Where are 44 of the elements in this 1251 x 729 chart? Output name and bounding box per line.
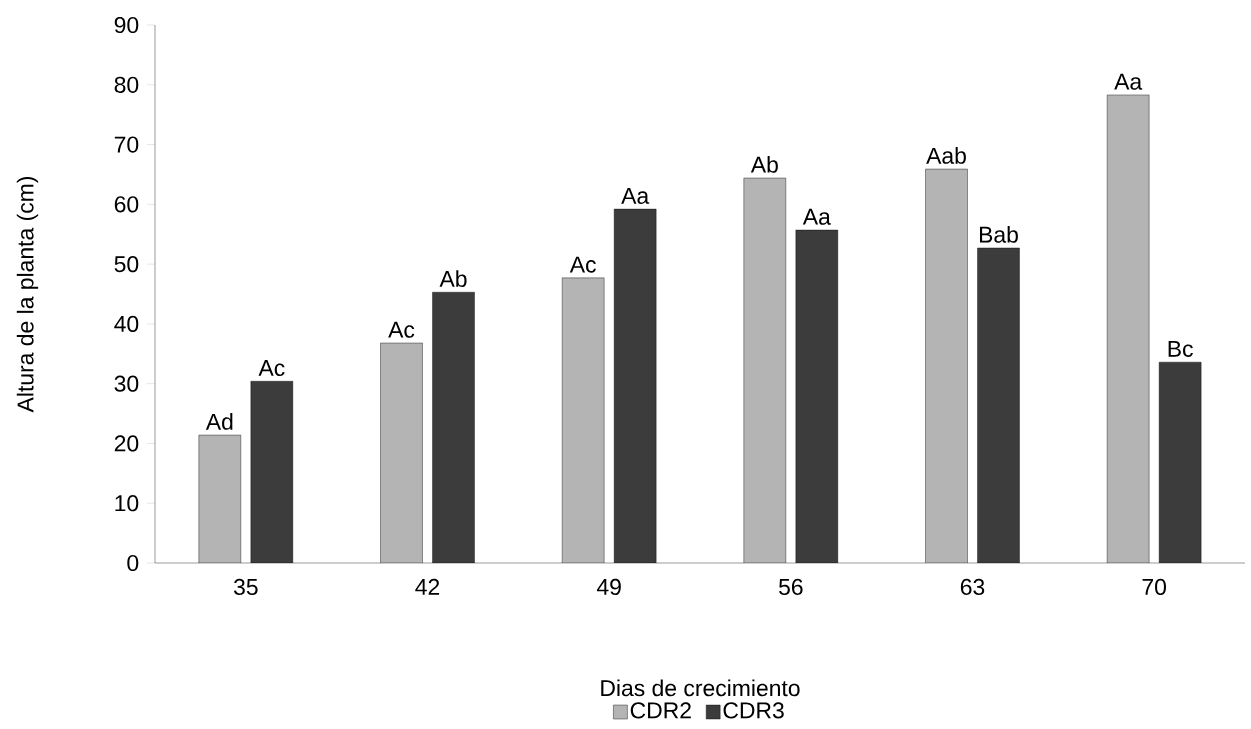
y-tick-label: 70 [114,136,139,153]
x-tick-label: 35 [233,578,258,596]
data-label: Ac [388,321,415,338]
bar [250,381,293,563]
x-tick-label: 42 [415,578,440,595]
x-tick-label: 70 [1142,578,1167,596]
data-label: Ab [750,156,778,173]
x-axis-title: Dias de crecimiento [601,679,800,697]
x-tick-label: 49 [596,578,621,596]
x-tick-label: 56 [779,578,803,596]
bar [562,277,605,563]
y-tick-label: 50 [114,256,139,273]
x-tick-label: 63 [960,578,985,596]
data-label: Ab [439,270,467,287]
y-tick-label: 20 [114,435,139,452]
legend-label: CDR3 [723,702,784,719]
bar [977,247,1020,563]
y-tick-label: 80 [114,76,139,93]
data-label: Bab [979,225,1018,243]
bar [614,209,657,563]
bar [380,343,423,563]
y-tick-label: 40 [114,315,139,332]
y-tick-label: 90 [114,16,139,34]
bar [198,435,241,563]
y-tick-label: 0 [127,554,139,572]
bar [795,230,838,563]
data-label: Aab [926,147,966,164]
y-axis-title: Altura de la planta (cm) [16,177,39,413]
data-label: Aa [1114,73,1143,90]
data-label: Ac [569,256,596,273]
data-label: Ac [258,360,285,377]
bar [432,292,475,563]
bar [743,178,786,563]
y-tick-label: 30 [114,375,139,392]
y-tick-label: 10 [115,495,139,512]
bar [925,169,968,563]
legend-label: CDR2 [630,702,691,719]
data-label: Aa [802,208,831,225]
data-label: Ad [205,413,233,430]
bar [1158,361,1202,563]
y-tick-label: 60 [114,196,139,213]
data-label: Bc [1168,340,1193,357]
bar [1106,94,1150,563]
data-label: Aa [621,187,650,204]
